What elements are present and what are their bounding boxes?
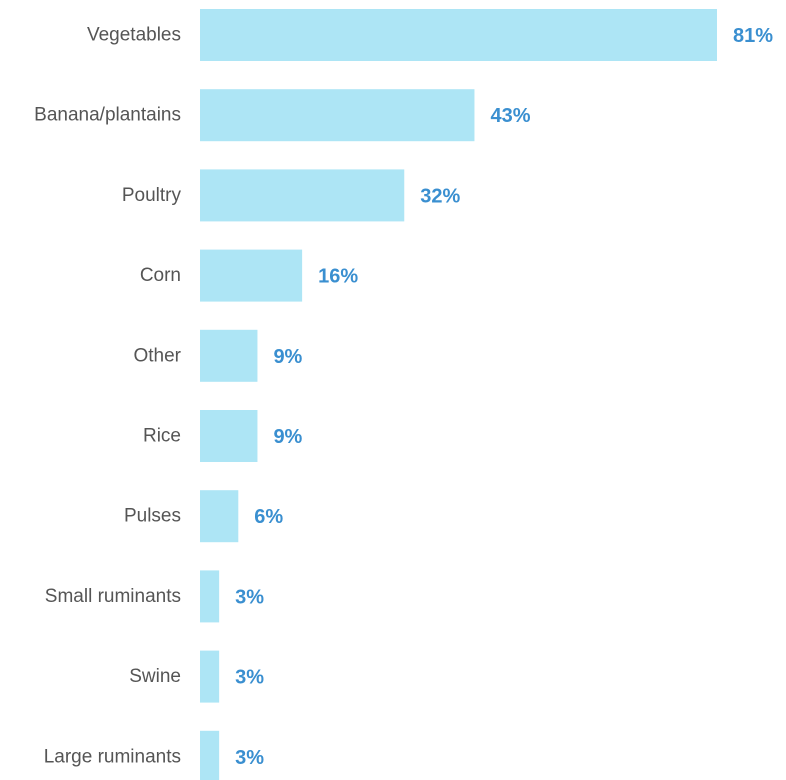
- value-label-8: 3%: [235, 667, 264, 689]
- category-label-8: Swine: [129, 666, 181, 687]
- value-label-5: 9%: [273, 426, 302, 448]
- category-label-5: Rice: [143, 426, 181, 447]
- bar-6: [200, 490, 239, 543]
- bar-5: [200, 410, 258, 462]
- bar-2: [200, 169, 405, 222]
- bar-4: [200, 329, 258, 382]
- bar-8: [200, 650, 220, 703]
- bar-1: [200, 89, 475, 142]
- bar-7: [200, 570, 220, 623]
- value-label-2: 32%: [420, 185, 460, 207]
- category-label-0: Vegetables: [87, 25, 181, 46]
- bar-0: [200, 9, 717, 61]
- category-label-1: Banana/plantains: [34, 105, 181, 126]
- value-label-7: 3%: [235, 586, 264, 608]
- value-label-3: 16%: [318, 266, 358, 288]
- bar-3: [200, 249, 303, 302]
- value-label-1: 43%: [490, 105, 530, 127]
- value-label-6: 6%: [254, 506, 283, 528]
- value-label-4: 9%: [273, 346, 302, 368]
- category-label-2: Poultry: [122, 185, 182, 206]
- category-label-9: Large ruminants: [44, 746, 181, 767]
- category-label-4: Other: [133, 345, 181, 366]
- bar-9: [200, 730, 220, 780]
- value-label-0: 81%: [733, 25, 773, 47]
- category-label-7: Small ruminants: [45, 586, 181, 607]
- value-label-9: 3%: [235, 747, 264, 769]
- category-label-6: Pulses: [124, 506, 181, 527]
- category-label-3: Corn: [140, 265, 181, 286]
